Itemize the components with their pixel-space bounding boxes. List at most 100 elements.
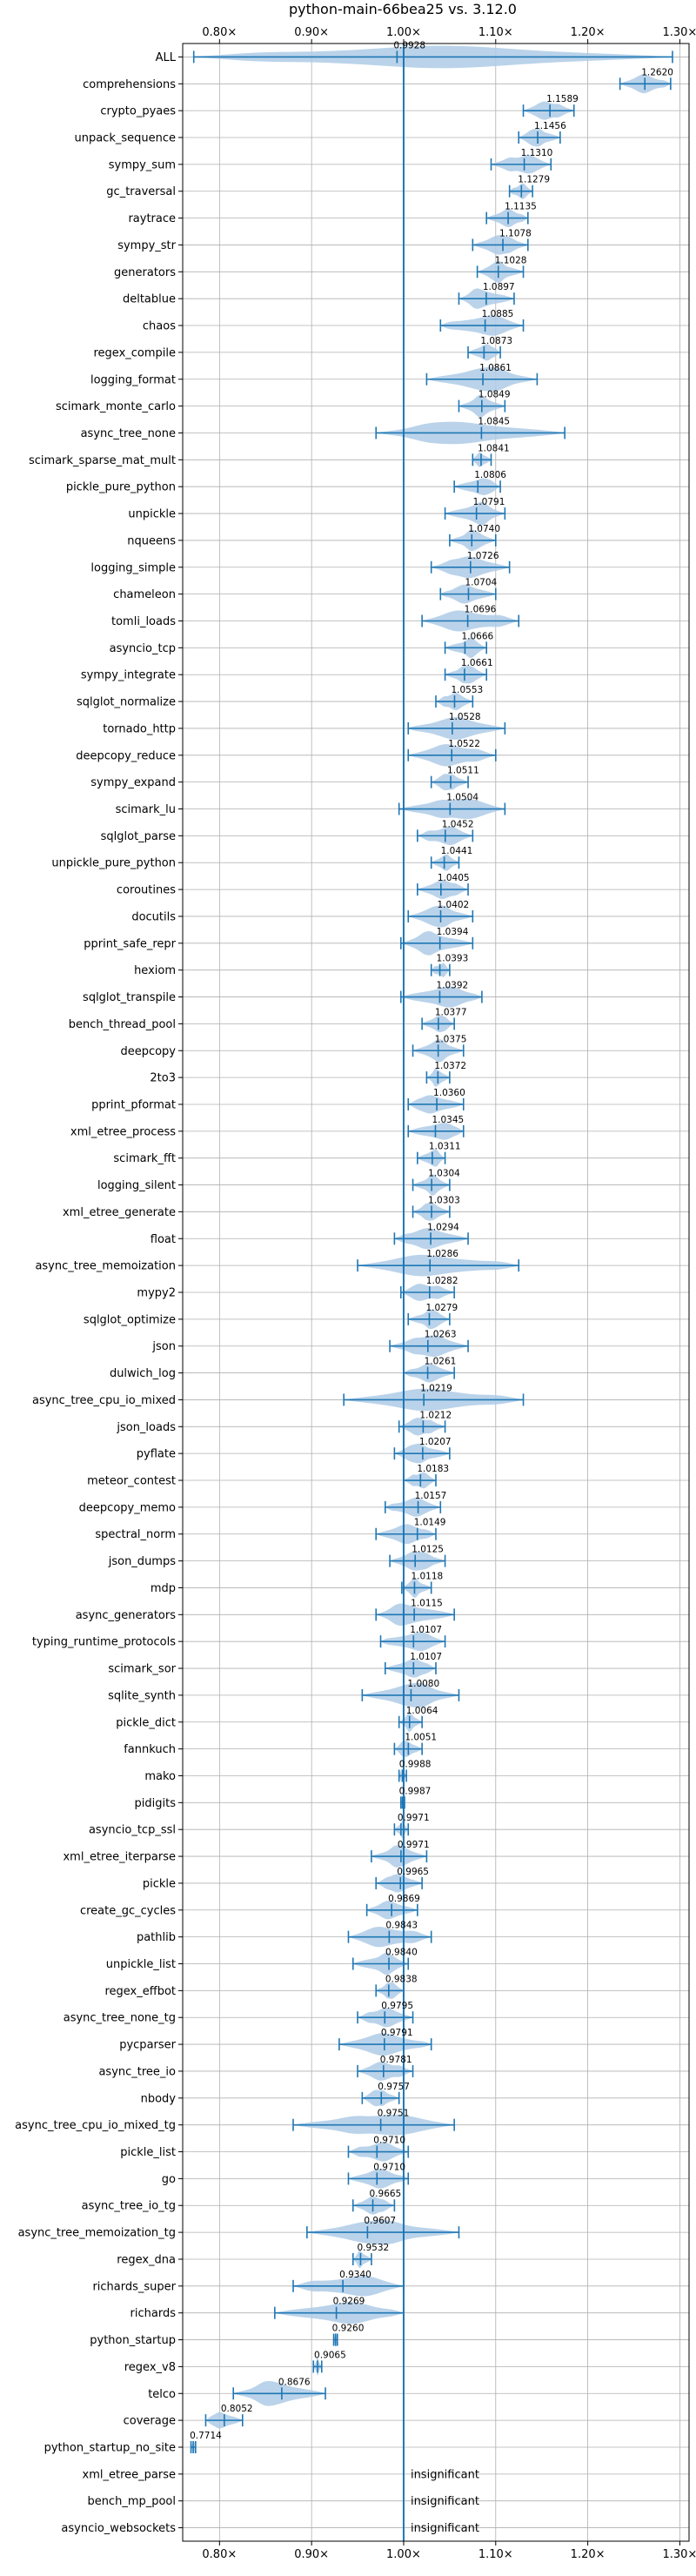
benchmark-name-label: unpack_sequence — [74, 132, 176, 145]
benchmark-name-label: deepcopy — [120, 1045, 176, 1058]
value-label: 1.0304 — [428, 1169, 460, 1179]
value-label: 0.9838 — [385, 1974, 418, 1984]
x-tick-label-bottom: 1.10× — [478, 2548, 513, 2561]
value-label: 1.0845 — [478, 416, 510, 426]
benchmark-name-label: ALL — [156, 51, 177, 64]
benchmark-name-label: fannkuch — [124, 1743, 176, 1756]
benchmark-name-label: pickle_dict — [116, 1716, 176, 1729]
benchmark-name-label: dulwich_log — [110, 1367, 176, 1380]
benchmark-name-label: sympy_integrate — [81, 669, 176, 682]
value-label: 0.8676 — [278, 2377, 311, 2387]
benchmark-name-label: pathlib — [137, 1931, 176, 1944]
benchmark-name-label: regex_compile — [93, 346, 176, 359]
value-label: 1.0392 — [436, 981, 468, 991]
value-label: 1.0405 — [438, 873, 470, 883]
value-label: 1.0219 — [420, 1383, 452, 1393]
value-label: 1.0511 — [447, 766, 479, 776]
value-label: 1.0064 — [406, 1706, 438, 1716]
value-label: 0.9971 — [398, 1813, 430, 1823]
insignificant-label: insignificant — [411, 2522, 479, 2535]
benchmark-name-label: async_tree_io — [98, 2065, 176, 2078]
value-label: 1.0303 — [428, 1195, 460, 1205]
benchmark-name-label: python_startup_no_site — [44, 2441, 176, 2454]
label-layer: 0.9928 1.2620 1.1589 1.1456 1.1310 1.1279 1.11… — [190, 40, 673, 2535]
insignificant-label: insignificant — [411, 2495, 479, 2508]
value-label: 1.0107 — [410, 1652, 442, 1662]
benchmark-name-label: typing_runtime_protocols — [32, 1636, 176, 1649]
benchmark-name-label: async_tree_memoization — [35, 1260, 176, 1273]
benchmark-name-label: nqueens — [127, 534, 176, 547]
benchmark-name-label: comprehensions — [83, 78, 176, 91]
value-label: 0.9269 — [333, 2297, 365, 2307]
benchmark-name-label: deepcopy_memo — [79, 1501, 176, 1514]
value-label: 0.9757 — [378, 2082, 410, 2092]
benchmark-name-label: logging_silent — [97, 1179, 176, 1192]
value-label: 1.0522 — [448, 739, 480, 749]
benchmark-name-label: async_tree_none — [81, 427, 176, 440]
value-label: 1.0149 — [414, 1518, 446, 1528]
benchmark-name-label: sqlglot_parse — [101, 830, 176, 843]
benchmark-name-label: spectral_norm — [95, 1528, 176, 1541]
value-label: 1.0696 — [465, 604, 497, 614]
benchmark-name-label: coroutines — [117, 884, 176, 897]
benchmark-name-label: regex_effbot — [104, 1985, 176, 1998]
value-label: 1.0125 — [412, 1545, 444, 1555]
value-label: 0.9340 — [339, 2270, 371, 2280]
benchmark-name-label: scimark_sparse_mat_mult — [29, 454, 176, 467]
value-label: 0.7714 — [190, 2431, 222, 2441]
value-label: 1.0726 — [467, 551, 499, 561]
value-label: 1.0051 — [405, 1733, 437, 1743]
value-label: 1.0360 — [433, 1088, 465, 1098]
benchmark-name-label: pyflate — [137, 1448, 176, 1461]
value-label: 1.0402 — [438, 900, 470, 910]
value-label: 0.9965 — [397, 1867, 429, 1877]
value-label: 0.9710 — [373, 2136, 405, 2146]
benchmark-name-label: pidigits — [135, 1797, 177, 1810]
benchmark-name-label: asyncio_websockets — [61, 2522, 176, 2535]
value-label: 1.0873 — [480, 336, 512, 346]
benchmark-name-label: pprint_pformat — [91, 1098, 176, 1111]
value-label: 0.9710 — [373, 2162, 405, 2172]
x-tick-label-top: 0.90× — [294, 26, 329, 39]
benchmark-name-label: xml_etree_iterparse — [63, 1851, 176, 1864]
benchmark-name-label: hexiom — [134, 964, 176, 977]
value-label: 1.0207 — [419, 1437, 452, 1447]
value-label: 1.1279 — [518, 175, 550, 185]
value-label: 0.9869 — [388, 1894, 420, 1904]
value-label: 0.9843 — [385, 1921, 418, 1931]
benchmark-name-label: deepcopy_reduce — [76, 749, 176, 762]
value-label: 1.0345 — [432, 1115, 464, 1125]
benchmark-name-label: crypto_pyaes — [100, 105, 176, 118]
benchmark-name-label: scimark_fft — [113, 1152, 176, 1165]
benchmark-name-label: unpickle_list — [106, 1958, 176, 1971]
value-label: 1.0704 — [465, 578, 497, 588]
value-label: 1.0861 — [479, 363, 512, 373]
value-label: 1.0393 — [437, 954, 469, 964]
value-label: 1.0441 — [441, 846, 473, 856]
x-tick-label-bottom: 1.00× — [386, 2548, 421, 2561]
value-label: 0.9665 — [370, 2189, 402, 2199]
insignificant-label: insignificant — [411, 2468, 479, 2481]
value-label: 1.0806 — [474, 470, 506, 480]
value-label: 1.0791 — [473, 497, 505, 507]
value-label: 1.0263 — [425, 1330, 457, 1340]
value-label: 0.9928 — [393, 40, 425, 50]
benchmark-name-label: mako — [144, 1770, 176, 1783]
value-label: 1.0528 — [449, 712, 481, 722]
benchmark-name-label: pycparser — [119, 2039, 176, 2052]
value-label: 0.9260 — [332, 2324, 365, 2334]
x-tick-label-bottom: 1.20× — [571, 2548, 606, 2561]
benchmark-name-label: telco — [148, 2388, 176, 2401]
benchmark-name-label: logging_simple — [90, 561, 176, 574]
value-label: 1.0885 — [482, 309, 514, 319]
value-label: 1.0375 — [435, 1034, 467, 1044]
value-label: 1.0115 — [411, 1598, 443, 1608]
x-tick-label-top: 1.20× — [571, 26, 606, 39]
benchmark-name-label: sqlglot_transpile — [83, 991, 176, 1004]
benchmark-name-label: sympy_sum — [109, 158, 176, 171]
benchmark-name-label: tornado_http — [103, 722, 176, 735]
x-tick-label-top: 0.80× — [202, 26, 237, 39]
value-label: 1.0279 — [425, 1303, 458, 1313]
value-label: 1.0394 — [437, 927, 469, 937]
value-label: 1.1078 — [499, 228, 532, 238]
